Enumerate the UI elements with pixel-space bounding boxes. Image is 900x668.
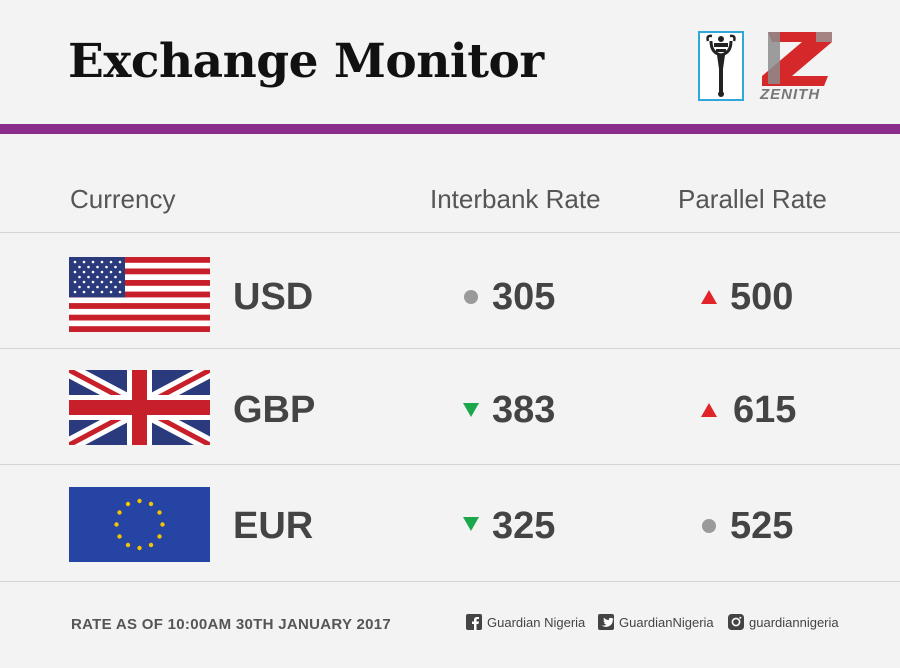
zenith-z-icon <box>762 32 832 86</box>
usa-flag-icon <box>69 257 210 332</box>
parallel-rate: 615 <box>733 389 797 431</box>
neutral-dot-icon <box>462 288 480 306</box>
neutral-dot-icon <box>700 517 718 535</box>
currency-code: GBP <box>233 389 316 431</box>
page-title: Exchange Monitor <box>68 34 544 89</box>
currency-code: USD <box>233 276 314 318</box>
facebook-icon <box>466 614 482 630</box>
twitter-link[interactable]: GuardianNigeria <box>598 614 714 630</box>
column-header-currency: Currency <box>70 184 176 214</box>
column-header-parallel: Parallel Rate <box>678 184 827 214</box>
divider <box>0 348 900 349</box>
eu-flag-icon <box>69 487 210 562</box>
parallel-rate: 525 <box>730 505 794 547</box>
divider <box>0 464 900 465</box>
instagram-handle: guardiannigeria <box>749 614 839 630</box>
table-row-eur: EUR 325 525 <box>0 465 900 581</box>
down-arrow-icon <box>462 401 480 419</box>
guardian-logo-icon <box>706 34 736 97</box>
facebook-link[interactable]: Guardian Nigeria <box>466 614 585 630</box>
twitter-handle: GuardianNigeria <box>619 614 714 630</box>
up-arrow-icon <box>700 288 718 306</box>
header: Exchange Monitor ZENITH <box>0 0 900 124</box>
rate-timestamp: RATE AS OF 10:00AM 30TH JANUARY 2017 <box>71 616 392 633</box>
interbank-rate: 383 <box>492 389 556 431</box>
facebook-handle: Guardian Nigeria <box>487 614 586 630</box>
interbank-rate: 325 <box>492 505 556 547</box>
table-row-usd: USD 305 500 <box>0 233 900 349</box>
parallel-rate: 500 <box>730 276 794 318</box>
divider <box>0 581 900 582</box>
zenith-logo <box>758 30 838 104</box>
column-header-interbank: Interbank Rate <box>430 184 601 214</box>
guardian-logo <box>698 31 744 101</box>
down-arrow-icon <box>462 515 480 533</box>
instagram-icon <box>728 614 744 630</box>
header-band <box>0 124 900 134</box>
currency-code: EUR <box>233 505 314 547</box>
twitter-icon <box>598 614 614 630</box>
interbank-rate: 305 <box>492 276 556 318</box>
divider <box>0 232 900 233</box>
instagram-link[interactable]: guardiannigeria <box>728 614 839 630</box>
uk-flag-icon <box>69 370 210 445</box>
table-row-gbp: GBP 383 615 <box>0 349 900 465</box>
zenith-label: ZENITH <box>760 86 821 103</box>
up-arrow-icon <box>700 401 718 419</box>
